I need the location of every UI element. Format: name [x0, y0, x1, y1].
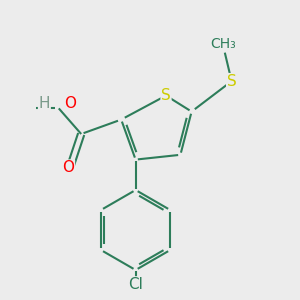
- Text: Cl: Cl: [128, 277, 143, 292]
- Text: CH₃: CH₃: [211, 38, 236, 51]
- Text: O: O: [62, 160, 74, 175]
- Text: O: O: [64, 96, 76, 111]
- Text: S: S: [227, 74, 236, 89]
- Text: H: H: [39, 96, 50, 111]
- Text: S: S: [161, 88, 171, 103]
